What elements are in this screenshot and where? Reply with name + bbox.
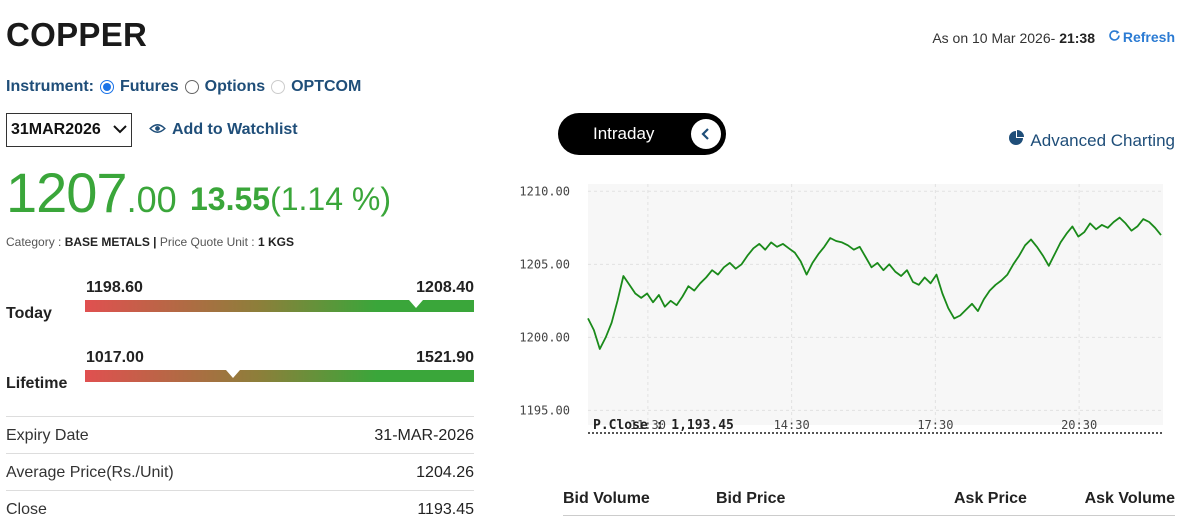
- x-tick-label: 17:30: [917, 418, 953, 432]
- intraday-price-chart: 1210.00 1205.00 1200.00 1195.00 11:30 14:30 17…: [519, 184, 1163, 435]
- bid-price-header: Bid Price: [716, 490, 786, 507]
- today-range: 1198.60 1208.40 Today: [6, 276, 474, 336]
- details-value: 31-MAR-2026: [374, 427, 474, 444]
- category-label: Category :: [6, 235, 62, 249]
- instrument-radio-options[interactable]: Options: [184, 78, 266, 96]
- category-value: BASE METALS: [64, 235, 150, 249]
- order-book-header: Bid Volume Bid Price Ask Price Ask Volum…: [563, 490, 1175, 516]
- instrument-label: Instrument:: [6, 78, 94, 95]
- radio-disabled-icon: [271, 80, 286, 94]
- today-low: 1198.60: [86, 279, 143, 296]
- add-to-watchlist-link[interactable]: Add to Watchlist: [149, 121, 298, 139]
- lifetime-low: 1017.00: [86, 349, 144, 366]
- x-tick-label: 14:30: [774, 418, 810, 432]
- details-label: Expiry Date: [6, 427, 89, 444]
- today-range-marker: [408, 300, 423, 308]
- advanced-charting-link[interactable]: Advanced Charting: [1008, 130, 1175, 151]
- bid-volume-header: Bid Volume: [563, 490, 650, 507]
- as-on-date: As on 10 Mar 2026-: [932, 30, 1056, 46]
- price-change-percent: (1.14 %): [270, 181, 392, 217]
- expiry-dropdown[interactable]: 31MAR2026: [6, 113, 132, 147]
- last-price-decimal: .00: [126, 179, 177, 220]
- price-series-line: [587, 216, 1162, 350]
- chart-period-toggle[interactable]: Intraday: [558, 113, 726, 155]
- as-on-time: 21:38: [1059, 30, 1095, 46]
- today-label: Today: [6, 305, 52, 322]
- instrument-option-label: Options: [204, 78, 266, 95]
- refresh-icon: [1108, 29, 1121, 45]
- instrument-selector: Instrument: Futures Options OPTCOM: [6, 78, 367, 96]
- y-tick-label: 1205.00: [519, 257, 570, 271]
- details-label: Average Price(Rs./Unit): [6, 464, 174, 481]
- x-tick-label: 11:30: [630, 418, 666, 432]
- advanced-charting-label: Advanced Charting: [1030, 130, 1175, 150]
- today-range-bar: [85, 300, 474, 312]
- chart-plot-area: [588, 184, 1163, 425]
- y-tick-label: 1195.00: [519, 403, 570, 417]
- last-price-integer: 1207: [6, 161, 128, 224]
- details-value: 1204.26: [416, 464, 474, 481]
- as-on-timestamp: As on 10 Mar 2026- 21:38: [932, 30, 1095, 46]
- lifetime-high: 1521.90: [416, 349, 474, 366]
- contract-meta: Category : BASE METALS | Price Quote Uni…: [6, 235, 294, 249]
- details-row: Average Price(Rs./Unit) 1204.26: [6, 453, 474, 490]
- tab-intraday: Intraday: [593, 124, 655, 143]
- x-tick-label: 20:30: [1061, 418, 1097, 432]
- details-value: 1193.45: [417, 501, 474, 518]
- y-tick-label: 1200.00: [519, 330, 570, 344]
- y-tick-label: 1210.00: [519, 184, 570, 198]
- previous-close-label: P.Close : 1,193.45: [593, 418, 734, 433]
- lifetime-range: 1017.00 1521.90 Lifetime: [6, 346, 474, 406]
- details-row: Close 1193.45: [6, 490, 474, 526]
- instrument-option-label: OPTCOM: [291, 78, 362, 95]
- instrument-option-label: Futures: [120, 78, 179, 95]
- expiry-dropdown-value: 31MAR2026: [11, 121, 101, 138]
- refresh-button[interactable]: Refresh: [1108, 29, 1175, 45]
- radio-selected-icon: [100, 80, 114, 94]
- price-change-value: 13.55: [190, 181, 271, 217]
- lifetime-range-bar: [85, 370, 474, 382]
- instrument-radio-futures[interactable]: Futures: [100, 78, 179, 96]
- refresh-label: Refresh: [1122, 29, 1175, 45]
- price-change: 13.55 (1.14 %): [190, 181, 391, 218]
- lifetime-range-marker: [225, 370, 240, 378]
- pie-chart-icon: [1008, 130, 1025, 151]
- eye-icon: [149, 121, 166, 139]
- lifetime-label: Lifetime: [6, 375, 68, 392]
- ask-price-header: Ask Price: [954, 490, 1027, 507]
- instrument-radio-optcom[interactable]: OPTCOM: [271, 78, 361, 96]
- radio-unselected-icon: [184, 80, 199, 94]
- last-price: 1207 .00: [6, 160, 177, 225]
- details-label: Close: [6, 501, 47, 518]
- chevron-down-icon: [113, 121, 127, 139]
- today-high: 1208.40: [416, 279, 474, 296]
- ask-volume-header: Ask Volume: [1084, 490, 1175, 507]
- details-row: Expiry Date 31-MAR-2026: [6, 416, 474, 453]
- watchlist-label: Add to Watchlist: [172, 121, 298, 138]
- unit-value: 1 KGS: [257, 235, 294, 249]
- contract-details-table: Expiry Date 31-MAR-2026 Average Price(Rs…: [6, 416, 474, 526]
- page-title: COPPER: [6, 16, 148, 53]
- unit-label: Price Quote Unit :: [159, 235, 255, 249]
- chevron-left-icon[interactable]: [691, 119, 721, 149]
